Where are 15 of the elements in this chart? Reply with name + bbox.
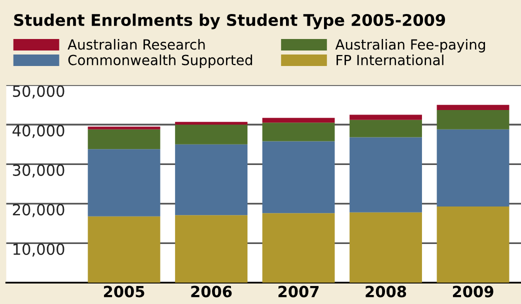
y-tick-label: 20,000	[12, 204, 64, 218]
legend-label: Commonwealth Supported	[68, 54, 252, 68]
x-tick-label: 2009	[452, 286, 494, 298]
y-tick-label: 10,000	[13, 243, 64, 257]
x-tick-label: 2005	[104, 286, 144, 298]
legend-label: FP International	[336, 54, 444, 66]
x-tick-label: 2008	[366, 286, 406, 298]
x-tick-label: 2007	[278, 286, 319, 298]
chart-title: Student Enrolments by Student Type 2005-2009	[14, 14, 446, 30]
x-tick-label: 2006	[191, 286, 232, 298]
y-tick-label: 30,000	[12, 164, 64, 178]
legend-label: Australian Fee-paying	[335, 39, 485, 52]
y-tick-label: 50,000	[12, 85, 64, 99]
y-tick-label: 40,000	[12, 124, 64, 138]
legend-label: Australian Research	[68, 39, 205, 50]
